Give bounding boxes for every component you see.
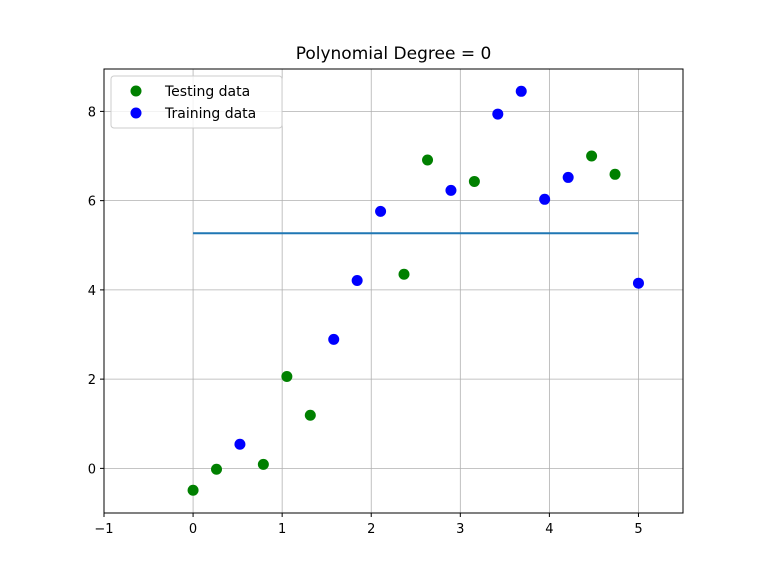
legend: Testing data Training data [110, 75, 283, 129]
y-tick-label: 8 [88, 105, 96, 120]
y-tick-label: 4 [88, 284, 96, 299]
training-data-point [632, 277, 644, 289]
marks [187, 85, 644, 496]
testing-data-point [281, 370, 293, 382]
training-data-point [328, 333, 340, 345]
testing-data-point [422, 154, 434, 166]
x-tick-label: −1 [94, 522, 113, 537]
x-tick-label: 4 [545, 522, 553, 537]
training-data-point [351, 275, 363, 287]
x-tick-label: 3 [456, 522, 464, 537]
training-data-point [562, 171, 574, 183]
testing-data-point [468, 175, 480, 187]
legend-box [110, 75, 283, 129]
legend-marker [130, 107, 142, 119]
testing-data-point [398, 268, 410, 280]
testing-data-point [304, 409, 316, 421]
y-tick-label: 6 [88, 195, 96, 210]
testing-data-point [211, 463, 223, 475]
legend-label: Training data [164, 106, 256, 122]
training-data-point [515, 85, 527, 97]
legend-label: Testing data [164, 84, 250, 100]
legend-marker [130, 85, 142, 97]
x-tick-label: 5 [634, 522, 642, 537]
testing-data-point [187, 484, 199, 496]
grid [103, 69, 683, 513]
training-data-point [445, 184, 457, 196]
training-data-point [234, 438, 246, 450]
ticks: −1 0 1 2 3 4 5 0 2 4 6 8 [88, 105, 643, 537]
testing-data-point [586, 150, 598, 162]
x-tick-label: 2 [367, 522, 375, 537]
training-data-point [375, 205, 387, 217]
chart-title: Polynomial Degree = 0 [296, 44, 492, 64]
axes-frame [103, 68, 684, 514]
y-tick-label: 0 [88, 462, 96, 477]
training-data-point [539, 193, 551, 205]
x-tick-label: 0 [189, 522, 197, 537]
training-data-point [492, 108, 504, 120]
testing-data-point [609, 168, 621, 180]
y-tick-label: 2 [88, 373, 96, 388]
x-tick-label: 1 [278, 522, 286, 537]
testing-data-point [257, 458, 269, 470]
